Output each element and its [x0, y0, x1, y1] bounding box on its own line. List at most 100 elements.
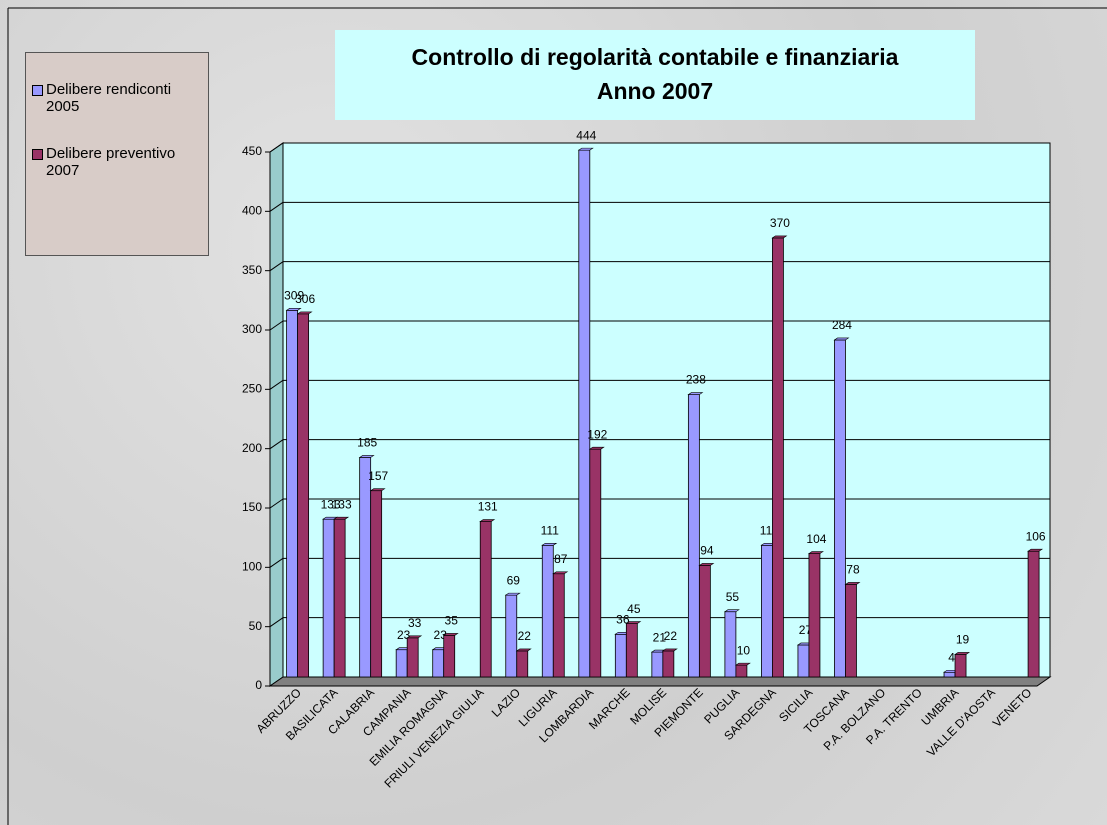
data-label: 284	[832, 318, 852, 332]
bar	[724, 611, 737, 678]
y-tick-label: 350	[242, 263, 262, 277]
y-tick-label: 50	[249, 619, 263, 633]
bar	[370, 490, 383, 678]
bar-top	[479, 519, 496, 522]
bar	[808, 553, 821, 678]
y-tick-label: 250	[242, 382, 262, 396]
bar	[772, 237, 784, 678]
bar	[479, 521, 492, 678]
data-label: 45	[627, 602, 641, 616]
grid-line	[269, 201, 284, 212]
data-label: 157	[368, 469, 388, 483]
bar-top	[687, 392, 704, 395]
grid-line	[269, 379, 284, 390]
y-tick-label: 400	[242, 204, 262, 218]
bar-top	[296, 311, 313, 315]
bar-top	[577, 147, 594, 151]
bar-top	[406, 635, 423, 639]
legend-item: Delibere rendiconti 2005	[32, 81, 202, 115]
bar-top	[661, 648, 678, 652]
legend: Delibere rendiconti 2005 Delibere prevent…	[25, 52, 209, 256]
bar	[943, 671, 956, 678]
bar	[614, 633, 627, 678]
bar	[651, 651, 664, 678]
bar	[443, 635, 456, 678]
grid-line	[269, 498, 284, 509]
bar-top	[625, 621, 642, 624]
bar-top	[541, 542, 558, 546]
data-label: 192	[587, 427, 607, 441]
data-label: 78	[846, 563, 860, 577]
chart-title: Controllo di regolarità contabile e fina…	[411, 44, 899, 70]
bar	[322, 518, 335, 678]
bar-top	[515, 648, 532, 652]
bar	[735, 664, 748, 678]
bar	[625, 623, 638, 678]
data-label: 36	[616, 612, 630, 626]
bar-top	[807, 551, 824, 554]
bar-top	[285, 308, 302, 311]
plot-area	[282, 142, 1051, 678]
x-tick-label: VALLE D'AOSTA	[924, 685, 998, 759]
y-tick-label: 450	[242, 144, 262, 158]
bar-top	[833, 337, 850, 341]
x-tick-label: VENETO	[990, 685, 1035, 730]
y-tick-label: 0	[255, 678, 262, 692]
bar	[954, 654, 967, 678]
bar	[541, 544, 554, 678]
data-label: 4	[948, 650, 955, 664]
bar-top	[771, 235, 788, 239]
data-label: 69	[507, 573, 521, 587]
bar	[505, 594, 518, 678]
floor	[268, 676, 1052, 687]
title-box: Controllo di regolarità contabile e fina…	[335, 30, 975, 120]
bar	[687, 394, 700, 678]
bar-top	[504, 592, 521, 596]
bar	[761, 544, 773, 678]
bar-top	[333, 516, 350, 520]
legend-swatch	[32, 85, 43, 96]
bar	[845, 584, 857, 678]
bar-top	[723, 609, 740, 613]
bar-top	[588, 446, 605, 450]
data-label: 238	[686, 373, 706, 387]
bar	[395, 649, 408, 678]
legend-swatch	[32, 149, 43, 160]
data-label: 370	[770, 216, 790, 230]
bar-top	[442, 633, 459, 636]
grid-line	[269, 617, 284, 628]
bar	[359, 457, 372, 678]
x-tick-label: LAZIO	[489, 685, 523, 719]
bar	[432, 649, 445, 678]
data-label: 111	[541, 523, 560, 537]
grid-line	[269, 142, 284, 153]
y-tick-label: 300	[242, 322, 262, 336]
bar	[297, 313, 310, 678]
grid-line	[269, 439, 284, 450]
bar	[286, 309, 299, 678]
grid-line	[269, 557, 284, 568]
bar-top	[698, 563, 715, 566]
bar-top	[734, 662, 751, 666]
bar	[797, 644, 810, 678]
grid-line	[269, 261, 284, 272]
data-label: 87	[554, 552, 568, 566]
bar	[589, 448, 602, 678]
bar	[406, 637, 419, 678]
bar	[516, 650, 529, 678]
bar	[1027, 550, 1040, 678]
bar	[834, 339, 846, 678]
data-label: 309	[284, 288, 304, 302]
y-tick-label: 100	[242, 560, 262, 574]
bar	[698, 565, 711, 678]
data-label: 35	[445, 614, 459, 628]
legend-label: Delibere rendiconti 2005	[46, 81, 172, 115]
data-label: 306	[295, 292, 315, 306]
data-label: 55	[726, 590, 740, 604]
bar	[333, 518, 346, 678]
bar-top	[369, 488, 386, 491]
bar-top	[552, 571, 569, 575]
bar	[578, 149, 591, 678]
data-label: 131	[478, 500, 498, 514]
